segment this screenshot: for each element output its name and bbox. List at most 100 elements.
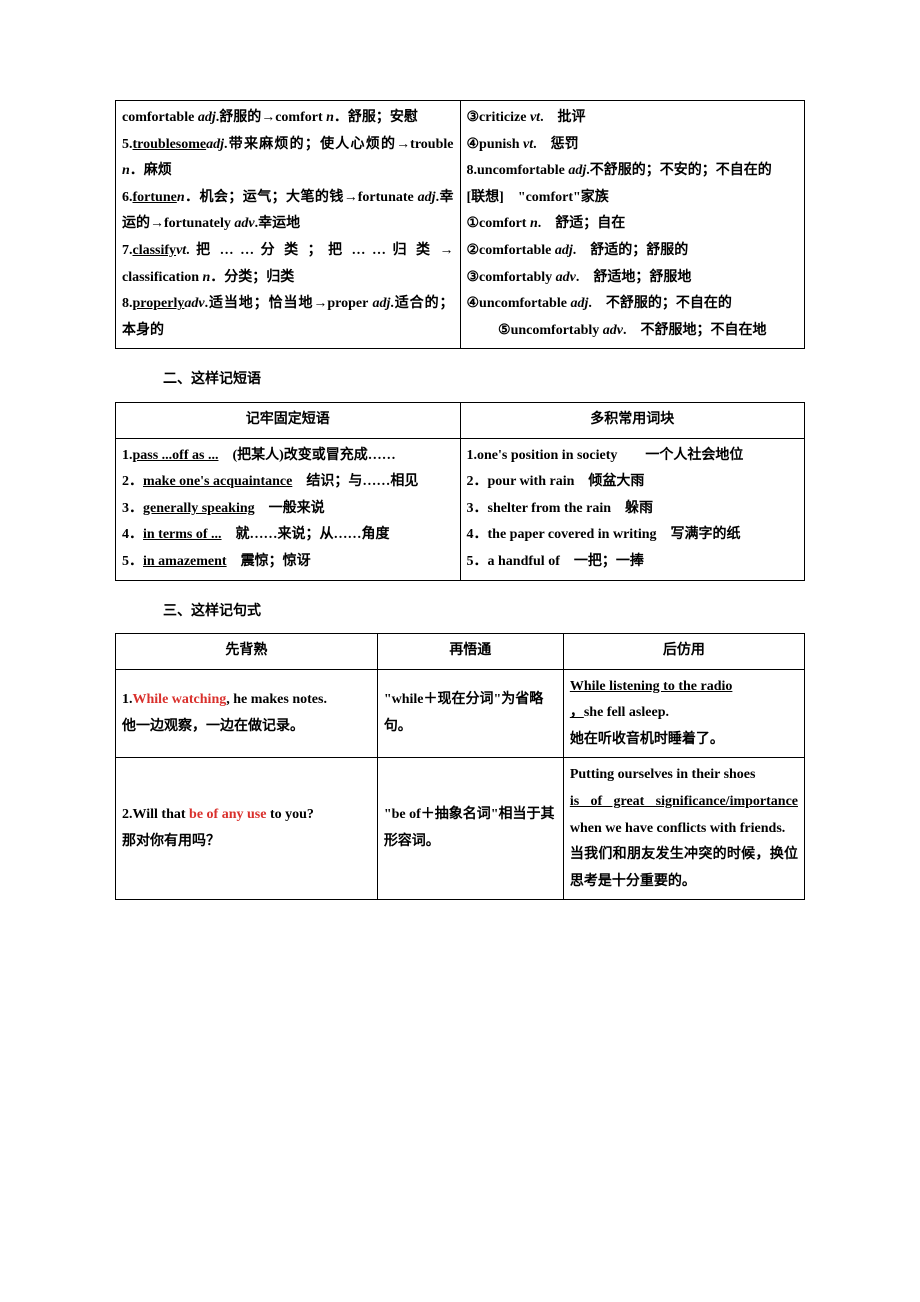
txt: 8.uncomfortable [467,163,569,178]
txt: 一般来说 [255,501,325,516]
txt: fortune [133,190,177,205]
txt: , he makes notes. [226,692,327,707]
txt: properly [133,296,185,311]
txt: when we have conflicts with friends. [570,821,785,836]
txt: 4．the paper covered in writing 写满字的纸 [467,527,741,542]
txt: 6. [122,190,133,205]
txt: . 惩罚 [533,137,579,152]
txt: vt [176,243,186,258]
txt: .舒服的→comfort [216,110,326,125]
sent-header-2: 再悟通 [377,634,563,670]
txt: . 批评 [540,110,586,125]
txt: ⑤uncomfortably [498,323,603,338]
txt: ．机会；运气；大笔的钱→fortunate [185,190,418,205]
txt: 就……来说；从……角度 [222,527,390,542]
txt: ．分类；归类 [210,270,294,285]
txt: .不舒服的；不安的；不自在的 [586,163,772,178]
sent-r2-c2: "be of＋抽象名词"相当于其形容词。 [377,758,563,900]
txt: adj [372,296,390,311]
txt: 当我们和朋友发生冲突的时候，换位思考是十分重要的。 [570,847,798,889]
txt: vt [523,137,533,152]
txt: . 不舒服的；不自在的 [588,296,732,311]
phrase-right-cell: 1.one's position in society 一个人社会地位 2．po… [460,438,805,580]
txt: generally speaking [143,501,255,516]
txt: . 舒适地；舒服地 [576,270,692,285]
txt: 4． [122,527,143,542]
txt: 7. [122,243,133,258]
txt: (把某人)改变或冒充成…… [218,448,395,463]
vocab-table-1: comfortable adj.舒服的→comfort n．舒服；安慰 5.tr… [115,100,805,349]
txt: .带来麻烦的；使人心烦的→trouble [224,137,453,152]
txt: pass ...off as ... [133,448,219,463]
txt: 2．pour with rain 倾盆大雨 [467,474,645,489]
txt: in amazement [143,554,227,569]
txt: 3． [122,501,143,516]
txt: ③comfortably [467,270,556,285]
txt: make one's acquaintance [143,474,292,489]
txt: she fell asleep. [584,705,669,720]
txt: classify [133,243,177,258]
phrase-header-right: 多积常用词块 [460,402,805,438]
txt: comfortable [122,110,198,125]
txt: ．舒服；安慰 [334,110,418,125]
txt: 一个人社会地位 [617,448,743,463]
sent-r2-c3: Putting ourselves in their shoes is of g… [563,758,804,900]
txt: adj [418,190,436,205]
txt: 震惊；惊讶 [227,554,311,569]
txt: .适当地；恰当地→proper [205,296,373,311]
phrase-left-cell: 1.pass ...off as ... (把某人)改变或冒充成…… 2．mak… [116,438,461,580]
txt: adj [206,137,224,152]
sent-r1-c1: 1.While watching, he makes notes. 他一边观察，… [116,669,378,758]
txt: ④punish [467,137,524,152]
txt: 5． [122,554,143,569]
phrase-header-left: 记牢固定短语 [116,402,461,438]
txt: 她在听收音机时睡着了。 [570,732,724,747]
sent-r1-c3: While listening to the radio ，she fell a… [563,669,804,758]
txt: . 舒适的；舒服的 [573,243,689,258]
txt: adj [198,110,216,125]
txt: adv [603,323,623,338]
txt: 3．shelter from the rain 躲雨 [467,501,654,516]
vocab-right-cell: ③criticize vt. 批评 ④punish vt. 惩罚 8.uncom… [460,101,805,349]
txt: ， [570,705,584,720]
txt: Putting ourselves in their shoes [570,767,756,782]
txt: troublesome [133,137,207,152]
txt: 2． [122,474,143,489]
txt: 1.one's position in society [467,448,618,463]
txt: adv [184,296,204,311]
txt: to you? [266,807,313,822]
txt: n [177,190,185,205]
sentence-table: 先背熟 再悟通 后仿用 1.While watching, he makes n… [115,633,805,900]
txt: n [530,216,538,231]
txt: While listening to the radio [570,679,733,694]
sent-header-3: 后仿用 [563,634,804,670]
txt: ①comfort [467,216,530,231]
sent-header-1: 先背熟 [116,634,378,670]
txt: n [122,163,130,178]
txt: 5. [122,137,133,152]
txt: [联想] "comfort"家族 [467,190,609,205]
txt: 结识；与……相见 [292,474,418,489]
txt: 那对你有用吗？ [122,834,220,849]
txt: adv [556,270,576,285]
section-2-title: 二、这样记短语 [163,367,805,394]
section-3-title: 三、这样记句式 [163,599,805,626]
txt: 8. [122,296,133,311]
sent-r2-c1: 2.Will that be of any use to you? 那对你有用吗… [116,758,378,900]
txt: vt [530,110,540,125]
txt: be of any use [189,807,266,822]
phrase-table: 记牢固定短语 多积常用词块 1.pass ...off as ... (把某人)… [115,402,805,581]
txt: n [326,110,334,125]
txt: adj [570,296,588,311]
txt: adj [568,163,586,178]
txt: adj [555,243,573,258]
txt: is of great significance/importance [570,794,798,809]
txt: 2.Will that [122,807,189,822]
txt: ．麻烦 [130,163,172,178]
txt: adv [234,216,254,231]
txt: 1. [122,448,133,463]
txt: 他一边观察，一边在做记录。 [122,719,304,734]
txt: While watching [133,692,227,707]
vocab-left-cell: comfortable adj.舒服的→comfort n．舒服；安慰 5.tr… [116,101,461,349]
txt: .幸运地 [255,216,301,231]
